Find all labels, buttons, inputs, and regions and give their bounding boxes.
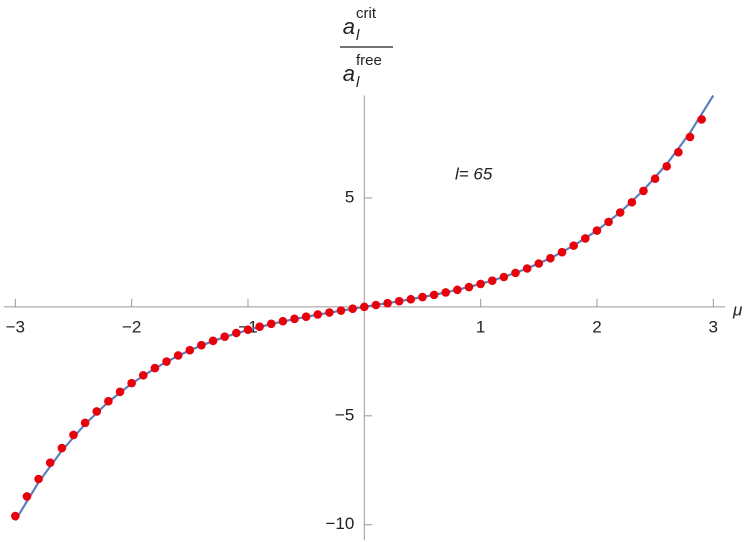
y-tick-label: 5 bbox=[345, 187, 354, 206]
data-point bbox=[650, 174, 660, 184]
data-point bbox=[290, 314, 299, 324]
label-sub: l bbox=[356, 27, 360, 44]
data-point bbox=[383, 298, 392, 308]
data-point bbox=[453, 285, 462, 295]
data-point bbox=[511, 268, 520, 278]
data-point bbox=[11, 511, 20, 521]
label-sub: l bbox=[356, 74, 360, 91]
data-point bbox=[115, 387, 125, 397]
data-point bbox=[104, 396, 113, 406]
data-point bbox=[348, 304, 357, 314]
data-point bbox=[22, 492, 32, 501]
x-axis-label: μ bbox=[732, 300, 743, 319]
label-base: a bbox=[343, 61, 355, 86]
data-point bbox=[336, 306, 346, 315]
data-point bbox=[546, 253, 555, 263]
data-point bbox=[662, 162, 672, 171]
x-tick-label: 3 bbox=[709, 317, 718, 336]
data-point bbox=[150, 363, 160, 373]
data-point bbox=[615, 208, 625, 217]
data-point bbox=[34, 474, 43, 484]
annotation: l= 65 bbox=[455, 164, 493, 183]
x-tick-label: 1 bbox=[476, 317, 485, 336]
data-point bbox=[639, 186, 648, 196]
data-point bbox=[57, 443, 67, 453]
data-point bbox=[394, 296, 404, 306]
data-point bbox=[627, 197, 637, 207]
data-point bbox=[173, 351, 183, 360]
data-point bbox=[685, 132, 695, 142]
data-point bbox=[581, 234, 590, 243]
data-point bbox=[197, 340, 206, 350]
x-tick-label: 2 bbox=[592, 317, 601, 336]
data-point bbox=[301, 312, 311, 321]
data-point bbox=[232, 328, 241, 338]
data-point bbox=[674, 147, 683, 157]
data-point bbox=[127, 378, 136, 388]
data-point bbox=[487, 276, 497, 286]
data-point bbox=[604, 217, 613, 227]
data-point bbox=[429, 290, 439, 300]
data-point bbox=[208, 336, 218, 346]
plot-area bbox=[11, 94, 715, 521]
data-point bbox=[418, 292, 427, 302]
data-point bbox=[360, 302, 369, 312]
y-tick-label: −10 bbox=[325, 514, 354, 533]
data-point bbox=[278, 316, 288, 326]
data-point bbox=[569, 241, 578, 250]
data-point bbox=[255, 322, 264, 331]
label-base: a bbox=[343, 14, 355, 39]
data-point bbox=[313, 310, 323, 319]
data-point bbox=[522, 264, 532, 273]
data-point bbox=[325, 308, 334, 317]
data-point bbox=[185, 345, 195, 355]
data-point bbox=[243, 325, 253, 335]
data-point bbox=[476, 279, 485, 289]
x-tick-label: −2 bbox=[122, 317, 141, 336]
data-point bbox=[80, 418, 90, 428]
data-point bbox=[266, 319, 276, 329]
y-tick-label: −5 bbox=[335, 405, 354, 424]
data-point bbox=[45, 458, 55, 467]
data-point bbox=[534, 259, 544, 268]
data-point bbox=[464, 282, 474, 292]
data-point bbox=[592, 226, 602, 235]
data-point bbox=[499, 272, 509, 282]
label-sup: crit bbox=[356, 5, 377, 22]
x-tick-label: −3 bbox=[6, 317, 25, 336]
data-point bbox=[138, 370, 148, 380]
data-point bbox=[371, 300, 381, 310]
data-point bbox=[406, 294, 416, 304]
data-point bbox=[557, 247, 567, 257]
data-point bbox=[220, 332, 230, 342]
label-sup: free bbox=[356, 52, 382, 69]
data-point bbox=[92, 407, 102, 416]
data-point bbox=[441, 288, 451, 297]
data-point bbox=[697, 115, 706, 124]
data-point bbox=[69, 430, 78, 440]
y-axis-label: a crit l a free l bbox=[340, 5, 393, 91]
data-point bbox=[162, 357, 171, 366]
